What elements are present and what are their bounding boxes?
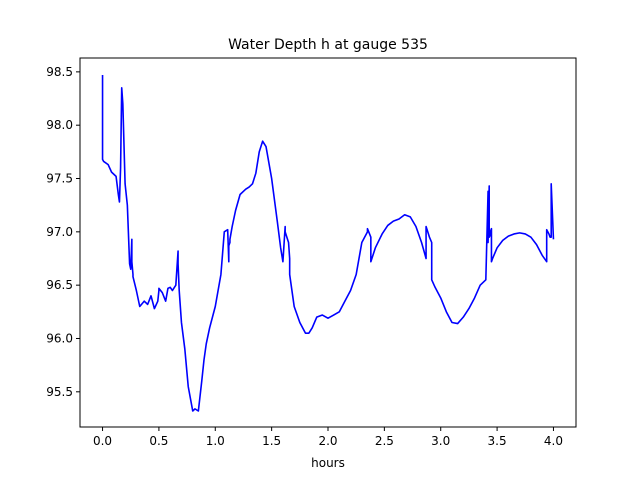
y-tick-label: 96.5 <box>46 278 73 292</box>
y-tick-label: 97.0 <box>46 225 73 239</box>
x-tick-label: 4.0 <box>544 434 563 448</box>
y-tick-label: 97.5 <box>46 172 73 186</box>
y-tick-label: 96.0 <box>46 331 73 345</box>
x-tick-label: 1.5 <box>262 434 281 448</box>
y-axis: 95.5 96.0 96.5 97.0 97.5 98.0 98.5 <box>46 65 80 399</box>
y-tick-label: 95.5 <box>46 385 73 399</box>
x-tick-label: 3.0 <box>431 434 450 448</box>
x-axis: 0.0 0.5 1.0 1.5 2.0 2.5 3.0 3.5 4.0 <box>93 427 563 448</box>
x-tick-label: 3.5 <box>488 434 507 448</box>
series-line <box>101 75 555 412</box>
x-tick-label: 2.5 <box>375 434 394 448</box>
y-tick-label: 98.5 <box>46 65 73 79</box>
x-axis-label: hours <box>311 456 345 470</box>
x-tick-label: 2.0 <box>318 434 337 448</box>
x-tick-label: 1.0 <box>206 434 225 448</box>
x-tick-label: 0.5 <box>149 434 168 448</box>
x-tick-label: 0.0 <box>93 434 112 448</box>
y-tick-label: 98.0 <box>46 118 73 132</box>
chart-title: Water Depth h at gauge 535 <box>228 37 428 53</box>
